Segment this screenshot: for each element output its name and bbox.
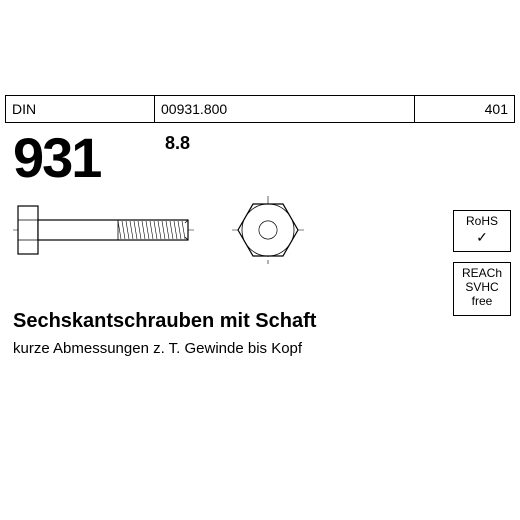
- bolt-drawing: [13, 195, 333, 285]
- reach-label-2: SVHC: [456, 281, 508, 295]
- reach-badge: REACh SVHC free: [453, 262, 511, 316]
- rohs-label: RoHS: [456, 215, 508, 229]
- check-icon: ✓: [456, 229, 508, 245]
- standard-number: 931: [13, 125, 100, 190]
- header-left: DIN: [5, 96, 155, 122]
- title-text: Sechskantschrauben mit Schaft: [13, 310, 316, 333]
- reach-label-3: free: [456, 295, 508, 309]
- rohs-badge: RoHS ✓: [453, 210, 511, 252]
- reach-label-1: REACh: [456, 267, 508, 281]
- grade-label: 8.8: [165, 133, 190, 154]
- header-mid: 00931.800: [155, 96, 415, 122]
- subtitle-text: kurze Abmessungen z. T. Gewinde bis Kopf: [13, 340, 302, 357]
- header-right: 401: [415, 96, 515, 122]
- header-row: DIN 00931.800 401: [5, 95, 515, 123]
